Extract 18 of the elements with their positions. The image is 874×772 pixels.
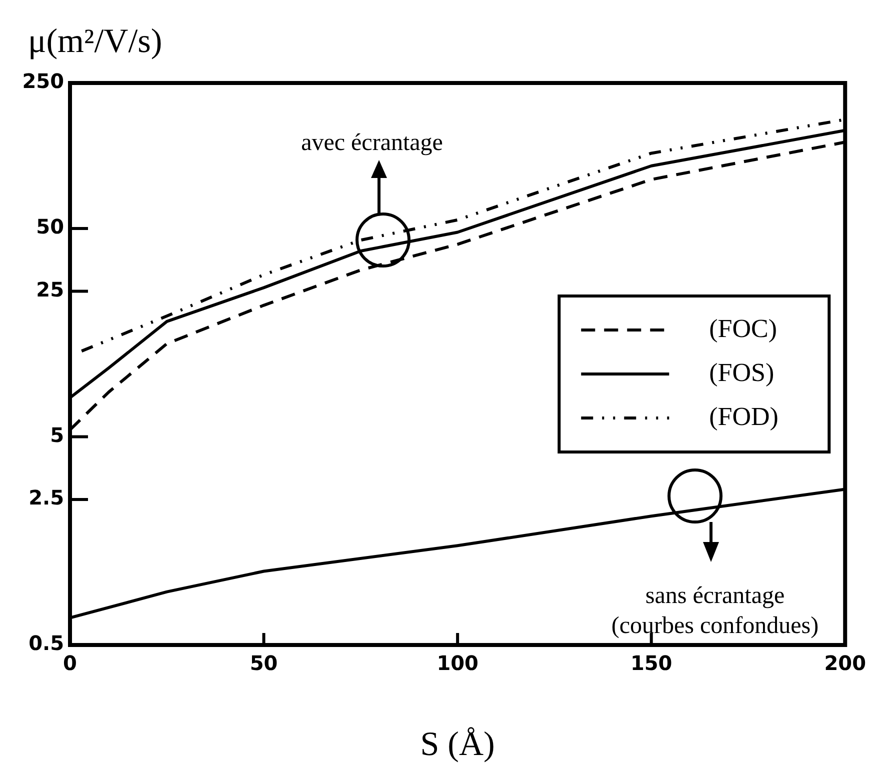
y-tick-label: 250 [22, 69, 64, 94]
legend-label: (FOC) [709, 314, 778, 343]
x-tick-label: 200 [824, 651, 866, 676]
x-axis-title: S (Å) [420, 726, 495, 763]
legend-label: (FOS) [709, 358, 774, 387]
y-tick-label: 2.5 [28, 486, 64, 510]
x-tick-label: 50 [250, 651, 278, 676]
y-tick-label: 5 [50, 422, 64, 447]
x-tick-label: 100 [436, 651, 478, 676]
x-tick-label: 150 [630, 651, 672, 676]
annotation: avec écrantage [301, 130, 443, 156]
y-tick-label: 50 [36, 214, 64, 239]
y-tick-label: 25 [36, 277, 64, 302]
x-tick-label: 0 [63, 651, 77, 676]
y-tick-label: 0.5 [28, 631, 64, 656]
y-axis-title: μ(m²/V/s) [28, 23, 162, 60]
annotation: sans écrantage (courbes confondues) [611, 583, 819, 639]
legend-label: (FOD) [709, 402, 778, 431]
